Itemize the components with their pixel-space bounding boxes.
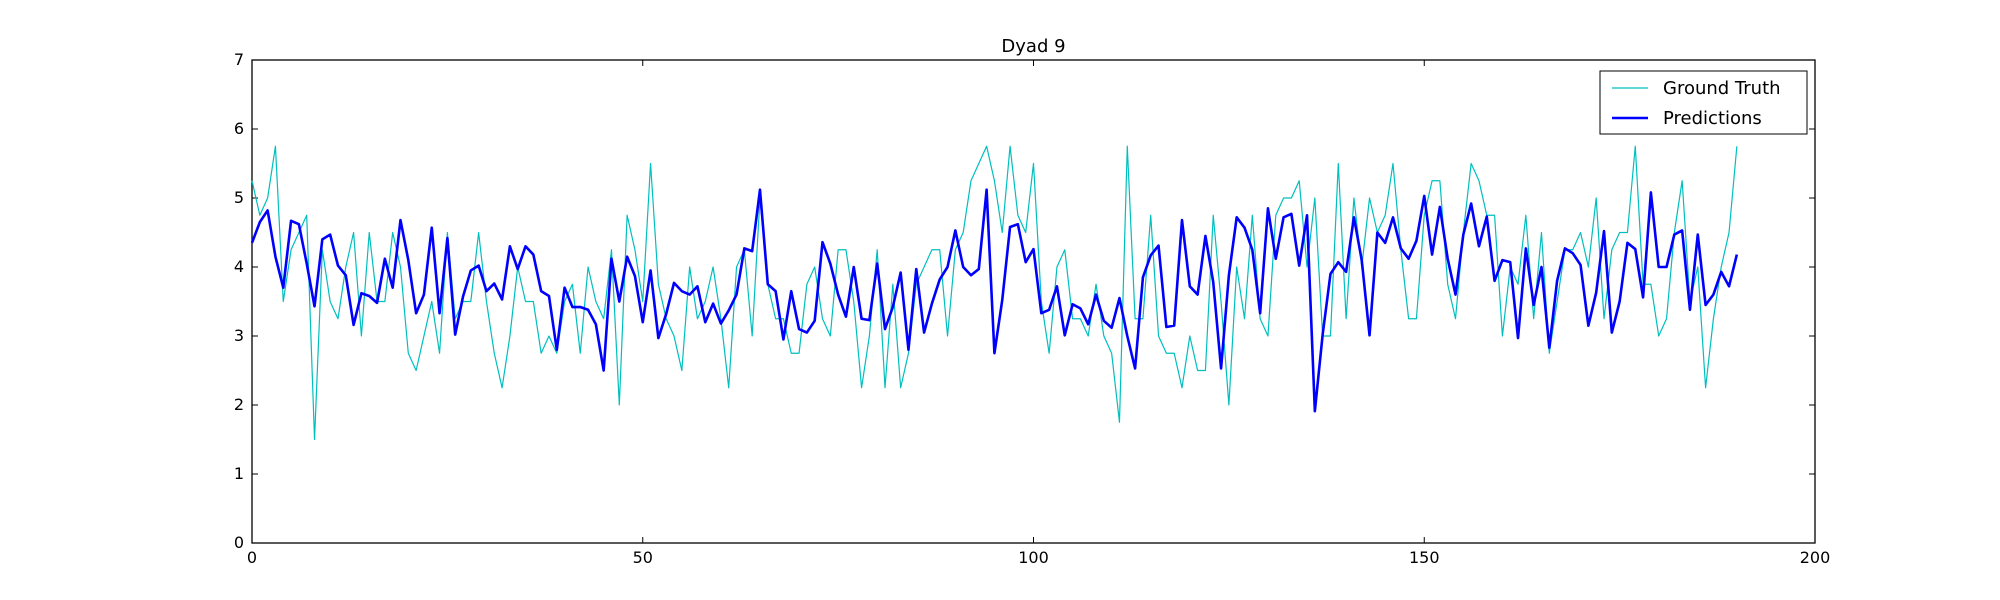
series-layer [250, 145, 1739, 441]
legend-label-predictions: Predictions [1663, 108, 1762, 129]
legend-box [1599, 70, 1808, 135]
x-tick-label: 0 [247, 548, 257, 567]
y-tick-label: 2 [234, 395, 244, 414]
legend-label-ground-truth: Ground Truth [1663, 78, 1781, 99]
x-axis: 0 50 100 150 200 [247, 60, 1830, 567]
x-tick-label: 100 [1018, 548, 1049, 567]
y-tick-label: 5 [234, 188, 244, 207]
y-axis: 0 1 2 3 4 5 6 7 [234, 50, 1815, 552]
x-tick-label: 50 [633, 548, 653, 567]
series-line-ground-truth [251, 145, 1738, 441]
x-tick-label: 200 [1800, 548, 1831, 567]
chart-title: Dyad 9 [1001, 36, 1065, 57]
y-tick-label: 4 [234, 257, 244, 276]
y-tick-label: 6 [234, 119, 244, 138]
series-line-predictions [250, 188, 1739, 413]
y-tick-label: 3 [234, 326, 244, 345]
y-tick-label: 1 [234, 464, 244, 483]
y-tick-label: 0 [234, 533, 244, 552]
x-tick-label: 150 [1409, 548, 1440, 567]
legend: Ground Truth Predictions [1599, 70, 1808, 135]
y-tick-label: 7 [234, 50, 244, 69]
